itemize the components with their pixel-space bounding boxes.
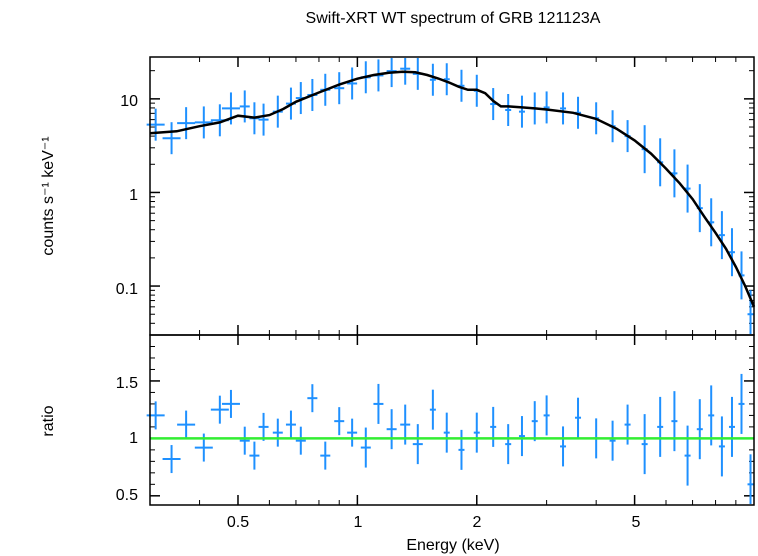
spectrum-panel: 0.1 1 10 counts s⁻¹ keV⁻¹ [40,56,756,336]
spectrum-y-tick-label: 10 [120,93,138,110]
x-tick-label: 0.5 [227,514,249,531]
spectrum-y-axis-label: counts s⁻¹ keV⁻¹ [40,136,57,255]
ratio-data-point [386,409,397,450]
spectrum-data-point [258,103,269,136]
ratio-data-point [490,406,497,447]
spectrum-frame [149,56,755,336]
spectrum-data-point [518,95,525,128]
spectrum-data-point [505,94,512,127]
spectrum-data-point [162,122,181,155]
ratio-y-tick-label: 1 [129,430,138,447]
ratio-data-point [657,396,664,457]
ratio-data-point [718,416,725,477]
ratio-data-point [429,389,436,430]
spectrum-data-point [543,91,550,124]
ratio-data-point [295,426,306,455]
ratio-data-point [708,385,715,446]
ratio-data-point [609,420,616,461]
spectrum-tick-marks [149,57,754,335]
ratio-y-tick-label: 0.5 [116,487,138,504]
ratio-data-point [239,426,250,455]
x-axis-label: Energy (keV) [406,537,499,554]
ratio-data-point [641,414,648,475]
ratio-data-point [696,399,703,460]
ratio-data-point [272,418,283,447]
ratio-data-point [473,412,480,453]
spectrum-data-point [728,228,735,277]
ratio-data-point [518,416,525,457]
ratio-data-point [560,426,567,467]
spectrum-data-point [194,106,213,139]
ratio-data-point [738,373,745,434]
ratio-data-point [543,395,550,436]
ratio-data-point [162,445,181,474]
spectrum-data-point [177,107,196,140]
ratio-y-axis-label: ratio [40,405,57,436]
ratio-data-point [210,395,229,424]
x-tick-label: 1 [354,514,363,531]
ratio-data-point [684,425,691,486]
ratio-data-point [443,412,450,453]
ratio-data-point [747,454,754,504]
x-tick-label: 5 [632,514,641,531]
ratio-data-point [347,418,358,447]
spectrum-model-curve [149,70,756,308]
ratio-data-point [728,396,735,457]
ratio-data-point [177,410,196,439]
ratio-data-point [258,412,269,441]
ratio-data-point [575,397,582,438]
spectrum-data-point [347,67,358,100]
ratio-data-point [285,410,296,439]
ratio-y-tick-label: 1.5 [116,375,138,392]
ratio-data-point [249,441,260,470]
ratio-data-point [373,383,384,424]
ratio-data-points [146,373,754,504]
spectrum-data-points [146,58,754,334]
ratio-panel: 0.5 1 1.5 ratio [40,334,755,506]
spectrum-data-point [443,63,450,96]
ratio-data-point [458,429,465,470]
ratio-tick-marks [149,335,754,505]
ratio-data-point [221,389,240,418]
ratio-data-point [671,391,678,452]
ratio-data-point [307,384,318,413]
spectrum-y-tick-label: 0.1 [116,281,138,298]
spectrum-data-point [334,72,345,105]
ratio-data-point [531,401,538,442]
ratio-data-point [505,424,512,465]
chart-title: Swift-XRT WT spectrum of GRB 121123A [306,10,601,27]
ratio-data-point [320,441,331,470]
spectrum-data-point [490,88,497,121]
x-tick-label: 2 [473,514,482,531]
ratio-frame [149,334,755,506]
spectrum-y-tick-label: 1 [129,187,138,204]
spectrum-data-point [560,92,567,125]
spectrum-data-point [718,211,725,260]
spectrum-data-point [671,149,678,198]
spectrum-data-point [429,63,436,96]
x-axis-labels: 0.5 1 2 5 Energy (keV) [227,514,641,554]
ratio-data-point [334,407,345,436]
ratio-data-point [412,424,423,465]
ratio-data-point [360,427,371,468]
